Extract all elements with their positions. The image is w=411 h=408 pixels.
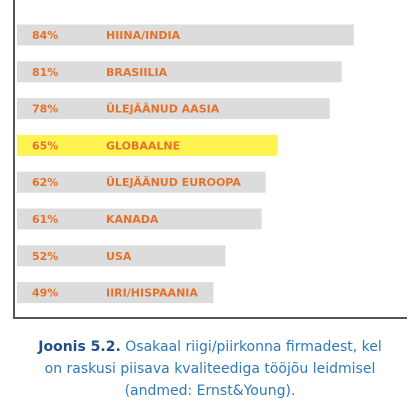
caption-text: Osakaal riigi/piirkonna firmadest, kel o… [44, 339, 382, 399]
value-label: 78% [32, 103, 58, 116]
caption-label: Joonis 5.2. [38, 339, 121, 355]
bar [17, 98, 330, 120]
bar [17, 208, 262, 230]
category-label: KANADA [106, 213, 159, 226]
bar [17, 24, 354, 46]
category-label: ÜLEJÄÄNUD AASIA [106, 102, 220, 116]
bar [17, 282, 214, 304]
value-label: 81% [32, 66, 58, 79]
category-label: IIRI/HISPAANIA [106, 287, 198, 300]
category-label: HIINA/INDIA [106, 29, 181, 42]
plot: 84% HIINA/INDIA 81% BRASIILIA 78% ÜLEJÄÄNUD A… [13, 0, 407, 319]
value-label: 84% [32, 29, 58, 42]
category-label: ÜLEJÄÄNUD EUROOPA [106, 175, 241, 189]
bar [17, 61, 342, 83]
category-label: USA [106, 250, 132, 263]
value-label: 49% [32, 287, 58, 300]
bar [17, 245, 226, 267]
value-label: 62% [32, 176, 58, 189]
bar [17, 171, 266, 193]
category-label: GLOBAALNE [106, 139, 180, 152]
value-label: 52% [32, 250, 58, 263]
caption: Joonis 5.2. Osakaal riigi/piirkonna firm… [28, 336, 392, 402]
bar [17, 134, 278, 156]
category-label: BRASIILIA [106, 66, 168, 79]
value-label: 61% [32, 213, 58, 226]
value-label: 65% [32, 139, 58, 152]
